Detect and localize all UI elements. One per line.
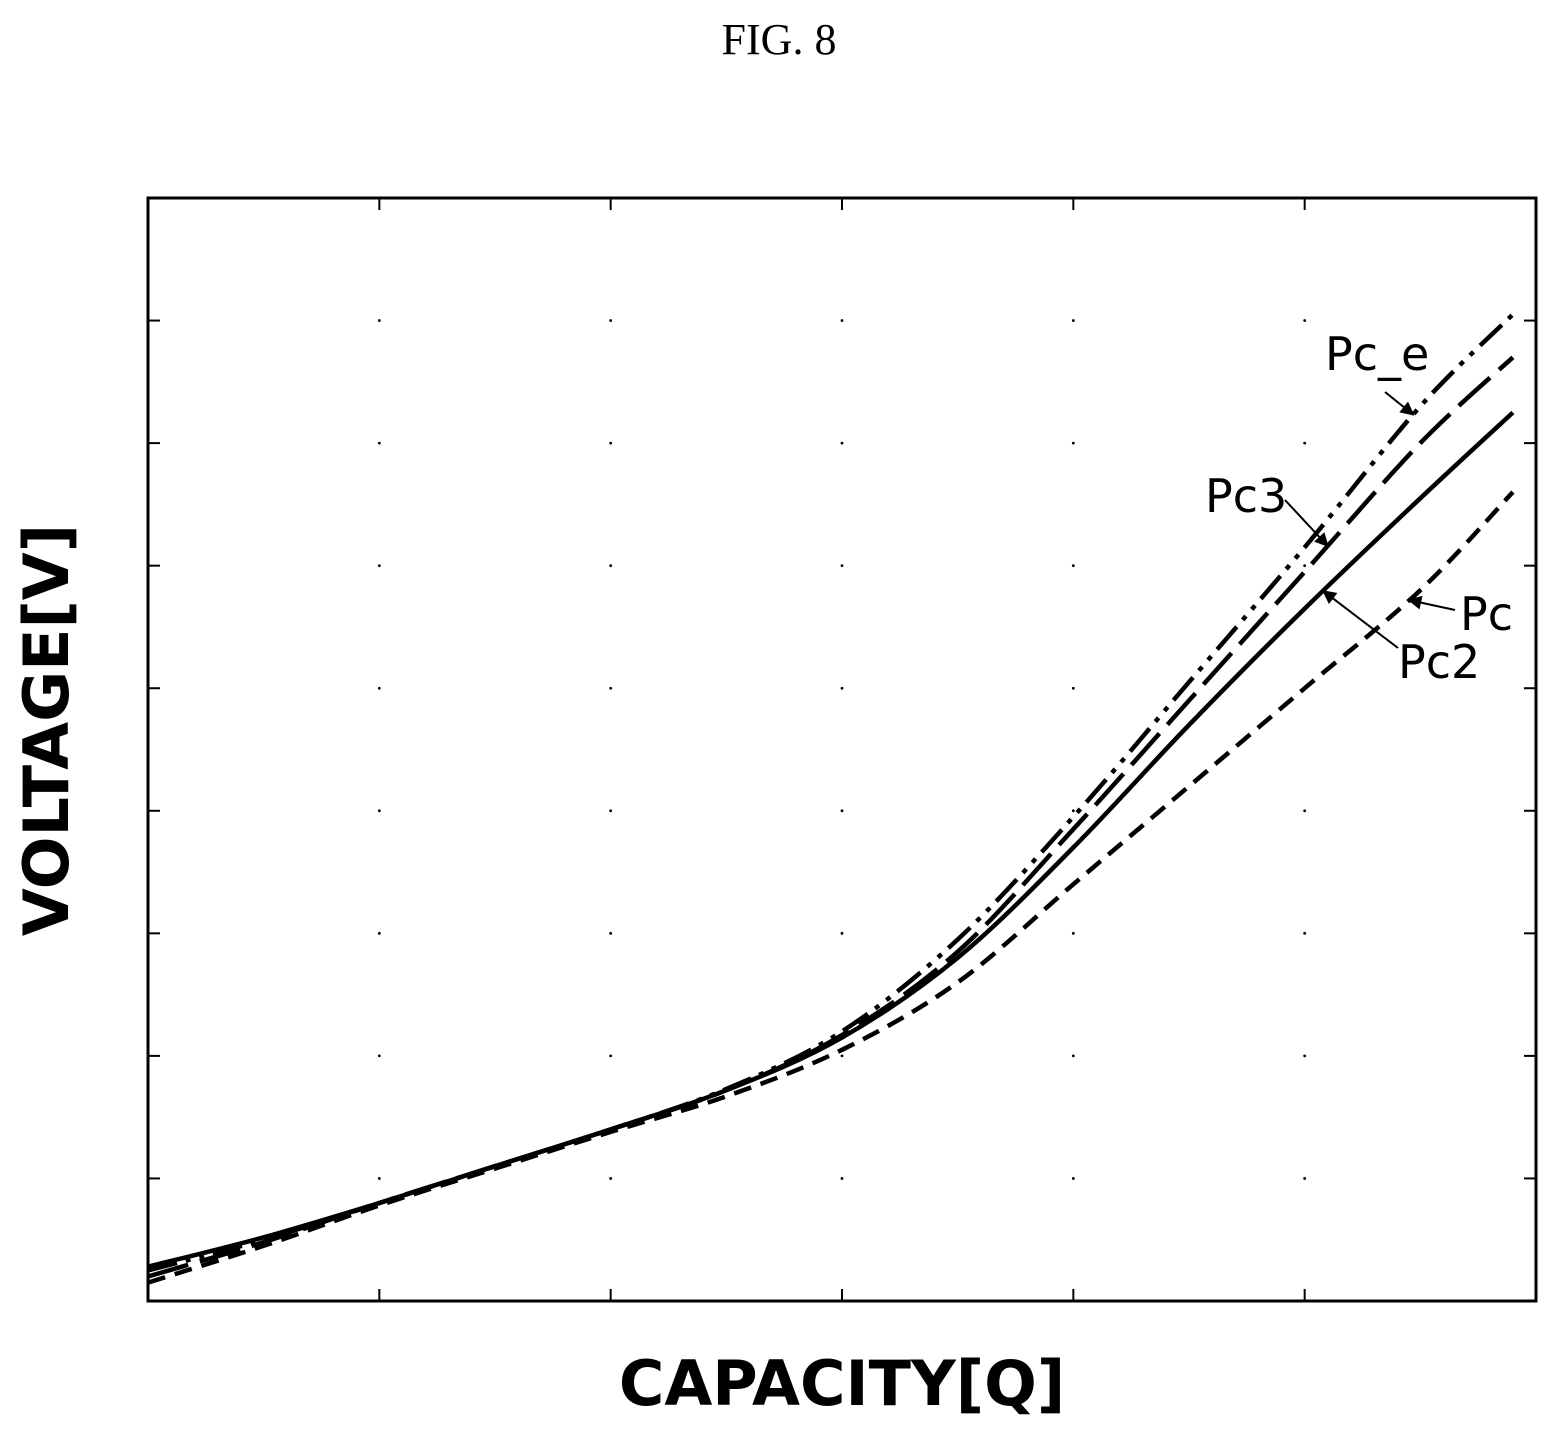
grid-point-4-6 [1303,441,1307,445]
grid-point-0-1 [377,1054,381,1058]
series-line-pc-e [147,312,1515,1273]
grid-point-2-6 [840,441,844,445]
grid-point-1-4 [609,686,613,690]
grid-point-3-5 [1071,564,1075,568]
grid-point-2-7 [840,319,844,322]
grid-point-3-3 [1071,809,1075,813]
grid-point-1-5 [609,564,613,568]
x-axis-label: CAPACITY[Q] [619,1347,1065,1420]
grid-point-4-7 [1303,319,1307,322]
grid-point-1-6 [609,441,613,445]
figure-title: FIG. 8 [722,15,837,64]
grid-point-0-0 [377,1177,381,1180]
y-axis-label: VOLTAGE[V] [10,524,83,936]
grid-point-2-2 [840,931,844,935]
grid-point-4-3 [1303,809,1307,813]
series-line-pc [147,490,1515,1285]
grid-point-0-3 [377,809,381,813]
grid-point-3-7 [1071,319,1075,322]
grid-point-1-0 [609,1177,613,1180]
grid-point-4-5 [1303,564,1307,568]
annotation-arrow-pc2 [1322,590,1399,649]
grid-point-2-4 [840,686,844,690]
grid-point-1-2 [609,931,613,935]
series-line-pc3 [147,355,1515,1279]
grid-point-1-7 [609,319,613,322]
grid-point-3-4 [1071,686,1075,690]
axis-ticks [148,198,1536,1301]
grid-point-3-1 [1071,1054,1075,1058]
annotation-label-pc: Pc [1460,587,1513,641]
grid-point-2-0 [840,1177,844,1180]
grid-point-4-1 [1303,1054,1307,1058]
grid-points [377,319,1307,1180]
grid-point-2-3 [840,809,844,813]
annotation-arrow-pc3 [1284,499,1329,548]
series-lines [147,312,1515,1285]
grid-point-2-1 [840,1054,844,1058]
grid-point-1-3 [609,809,613,813]
grid-point-0-5 [377,564,381,568]
grid-point-3-2 [1071,931,1075,935]
grid-point-1-1 [609,1054,613,1058]
grid-point-3-6 [1071,441,1075,445]
annotation-arrow-pc [1407,595,1456,611]
grid-point-0-6 [377,441,381,445]
grid-point-4-0 [1303,1177,1307,1180]
grid-point-4-2 [1303,931,1307,935]
grid-point-0-7 [377,319,381,322]
grid-point-0-2 [377,931,381,935]
grid-point-2-5 [840,564,844,568]
grid-point-0-4 [377,686,381,690]
annotation-label-pc2: Pc2 [1398,635,1480,689]
annotation-arrow-pc-e [1384,391,1415,416]
annotation-label-pc3: Pc3 [1205,469,1287,523]
annotation-label-pc-e: Pc_e [1325,327,1429,381]
grid-point-3-0 [1071,1177,1075,1180]
